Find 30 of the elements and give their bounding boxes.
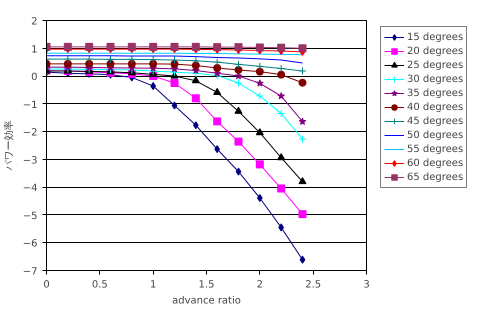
x-tick-label: 1 (150, 280, 156, 290)
legend-label: 50 degrees (407, 128, 464, 142)
y-tick-label: −3 (22, 155, 38, 166)
x-tick-label: 1.5 (198, 280, 214, 290)
y-tick-label: −5 (22, 210, 38, 222)
y-tick-label: −2 (22, 128, 38, 139)
legend-label: 45 degrees (407, 114, 464, 128)
x-tick-label: 0.5 (92, 280, 108, 290)
x-tick-label: 3 (363, 280, 370, 290)
y-tick-label: −7 (22, 266, 38, 278)
legend-label: 20 degrees (407, 44, 464, 58)
x-tick-label: 0 (43, 280, 50, 290)
y-tick-label: −4 (22, 183, 38, 194)
legend-label: 40 degrees (407, 100, 464, 114)
legend-label: 35 degrees (407, 86, 464, 100)
x-axis-title: advance ratio (172, 296, 241, 306)
x-tick-label: 2.5 (305, 280, 322, 290)
legend-label: 60 degrees (407, 156, 464, 170)
y-tick-label: −1 (22, 100, 38, 111)
y-axis-title: パワー効率 (2, 120, 15, 172)
y-tick-label: 1 (31, 44, 38, 56)
legend-label: 65 degrees (407, 170, 464, 184)
legend-label: 25 degrees (407, 58, 464, 72)
legend-label: 55 degrees (407, 142, 464, 156)
y-tick-label: 2 (31, 16, 38, 28)
y-tick-label: −6 (22, 238, 38, 250)
legend-label: 30 degrees (407, 72, 464, 86)
y-tick-label: 0 (31, 72, 38, 84)
legend-label: 15 degrees (407, 30, 464, 44)
x-tick-label: 2 (256, 280, 264, 290)
